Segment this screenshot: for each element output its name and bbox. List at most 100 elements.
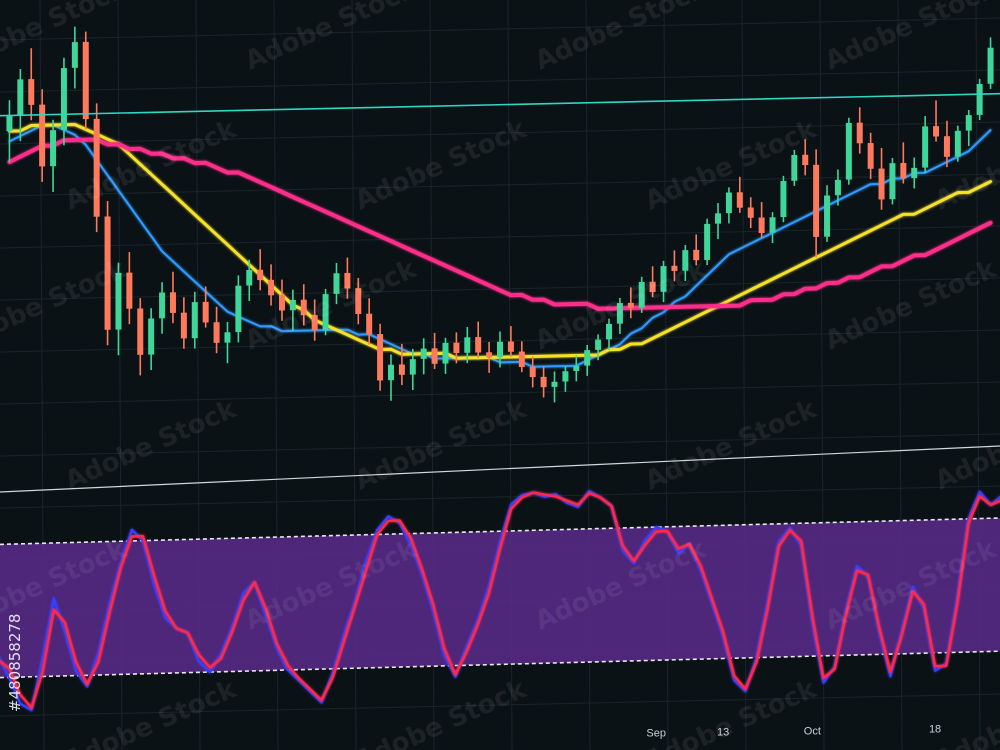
- candle: [115, 262, 122, 356]
- candle-body: [224, 332, 231, 343]
- candle-body: [769, 217, 776, 233]
- candle-body: [758, 217, 765, 233]
- candle-body: [50, 130, 57, 167]
- candle-body: [486, 352, 493, 358]
- candle-body: [17, 79, 24, 116]
- candle-body: [322, 294, 329, 331]
- candle: [311, 299, 318, 341]
- grid-line-horizontal: [0, 121, 1000, 145]
- candle: [682, 244, 689, 282]
- candle: [180, 297, 187, 349]
- candle: [736, 176, 743, 213]
- candle-body: [169, 292, 176, 313]
- candle-body: [159, 292, 166, 319]
- candle-body: [71, 42, 78, 68]
- candle: [606, 318, 613, 350]
- x-axis-ticks: Sep 13 Oct 18: [646, 724, 941, 740]
- candle-body: [638, 281, 645, 308]
- candle: [50, 119, 57, 192]
- candle-body: [671, 265, 678, 271]
- candle-body: [453, 342, 460, 354]
- candle: [867, 132, 874, 180]
- x-tick-label: 18: [929, 724, 941, 736]
- candle-body: [834, 179, 841, 196]
- grid-line-horizontal: [0, 693, 1000, 717]
- candle-body: [682, 250, 689, 271]
- candle: [616, 297, 623, 334]
- moving-average-slow: [7, 137, 993, 311]
- candle-body: [257, 269, 264, 281]
- candle-body: [431, 348, 438, 364]
- candle: [431, 332, 438, 369]
- candle-body: [39, 104, 46, 167]
- candle-body: [366, 313, 373, 335]
- candle: [595, 334, 602, 361]
- candle-body: [562, 371, 569, 382]
- candle: [137, 298, 144, 376]
- candle-body: [736, 192, 743, 208]
- grid-line-horizontal: [0, 381, 1000, 405]
- candle-body: [529, 366, 536, 378]
- candle: [725, 187, 732, 224]
- candle: [987, 37, 994, 89]
- candle-body: [856, 122, 863, 144]
- grid-line-horizontal: [0, 17, 1000, 41]
- candle: [878, 147, 885, 210]
- candle-body: [104, 216, 111, 330]
- candle-body: [409, 359, 416, 375]
- candle: [344, 257, 351, 299]
- candle: [486, 341, 493, 373]
- candle-body: [649, 281, 656, 293]
- candle-body: [475, 337, 482, 353]
- candle: [71, 26, 78, 89]
- overbought-oversold-band: [0, 518, 1000, 678]
- candle-body: [289, 299, 296, 311]
- candle-body: [660, 266, 667, 292]
- candle: [289, 289, 296, 331]
- candle-body: [627, 302, 634, 308]
- candle-body: [213, 322, 220, 343]
- candle: [507, 326, 514, 357]
- candle-body: [300, 299, 307, 316]
- candle: [649, 266, 656, 298]
- candle-body: [715, 213, 722, 224]
- candle: [93, 103, 100, 233]
- grid-line-horizontal: [0, 173, 1000, 197]
- candle-body: [824, 195, 831, 237]
- candle-body: [878, 168, 885, 200]
- candle: [911, 157, 918, 189]
- candle: [671, 250, 678, 282]
- candle-body: [333, 273, 340, 294]
- candle-body: [235, 285, 242, 333]
- candle: [235, 275, 242, 343]
- candle-body: [387, 364, 394, 381]
- candle: [442, 337, 449, 374]
- candle: [169, 271, 176, 324]
- x-tick-label: Sep: [646, 727, 666, 739]
- candle: [900, 142, 907, 184]
- candle-body: [518, 351, 525, 368]
- candle-body: [497, 341, 503, 358]
- candle: [758, 202, 765, 239]
- candle: [409, 348, 416, 391]
- candle: [769, 212, 776, 244]
- candle: [60, 57, 67, 146]
- candle-body: [845, 122, 852, 180]
- candle: [529, 356, 536, 388]
- candle: [813, 149, 820, 258]
- candle: [104, 201, 111, 346]
- grid-line-horizontal: [0, 485, 1000, 509]
- candle: [715, 203, 722, 240]
- candle: [889, 158, 896, 205]
- candle: [366, 298, 373, 345]
- candle: [976, 78, 983, 121]
- candle-body: [943, 136, 950, 157]
- candle: [747, 197, 754, 229]
- candle: [780, 175, 787, 223]
- candle: [922, 116, 929, 173]
- candle-body: [202, 301, 209, 323]
- candle: [377, 323, 384, 391]
- candle: [627, 287, 634, 319]
- candle: [573, 355, 580, 382]
